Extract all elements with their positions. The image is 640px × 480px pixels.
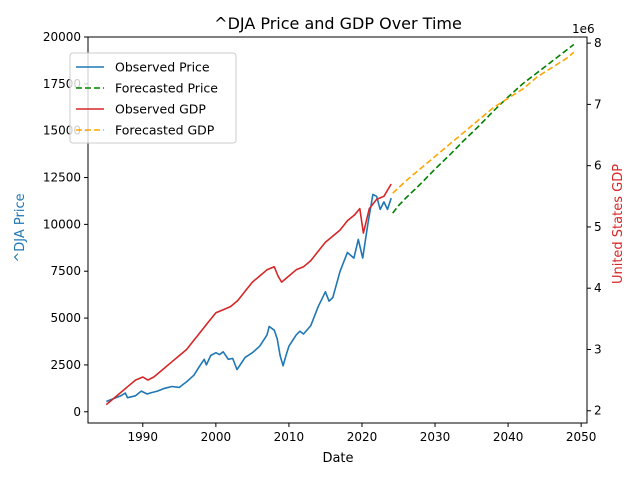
legend-label: Forecasted GDP [115,123,215,138]
y-left-tick-label: 10000 [43,217,81,231]
y-right-axis: 2 3 4 5 6 7 8 [587,36,602,418]
series-line-forecasted-price [392,43,575,214]
series-line-observed-price [106,193,392,403]
x-axis-title: Date [322,451,353,466]
y-right-tick-label: 3 [594,342,602,356]
chart-title: ^DJA Price and GDP Over Time [214,14,462,33]
x-tick-label: 1990 [128,430,159,444]
y-left-axis-title: ^DJA Price [13,193,28,262]
y-left-tick-label: 2500 [50,358,81,372]
legend-box [69,52,237,144]
y-left-tick-label: 20000 [43,30,81,44]
y-right-tick-label: 2 [594,404,602,418]
legend: Observed Price Forecasted Price Observed G… [69,52,237,144]
x-axis: 1990 2000 2010 2020 2030 2040 2050 [128,423,597,444]
y-left-tick-label: 5000 [50,311,81,325]
legend-label: Observed GDP [115,102,206,117]
y-right-tick-label: 6 [594,159,602,173]
series-line-observed-gdp [105,183,392,406]
x-tick-label: 2020 [347,430,378,444]
y-left-tick-label: 0 [73,405,81,419]
x-tick-label: 2000 [201,430,232,444]
y-right-tick-label: 4 [594,281,602,295]
y-right-axis-title: United States GDP [611,164,626,284]
x-tick-label: 2050 [566,430,597,444]
series-layer [105,43,575,406]
y-right-tick-label: 7 [594,97,602,111]
series-line-forecasted-gdp [392,51,575,194]
x-tick-label: 2010 [274,430,305,444]
x-tick-label: 2030 [420,430,451,444]
plot-frame [87,36,588,424]
right-axis-offset-text: 1e6 [572,22,595,36]
legend-label: Forecasted Price [115,81,218,96]
y-left-tick-label: 12500 [43,171,81,185]
legend-label: Observed Price [115,60,210,75]
y-right-tick-label: 5 [594,220,602,234]
y-right-tick-label: 8 [594,36,602,50]
x-tick-label: 2040 [493,430,524,444]
y-left-tick-label: 7500 [50,264,81,278]
